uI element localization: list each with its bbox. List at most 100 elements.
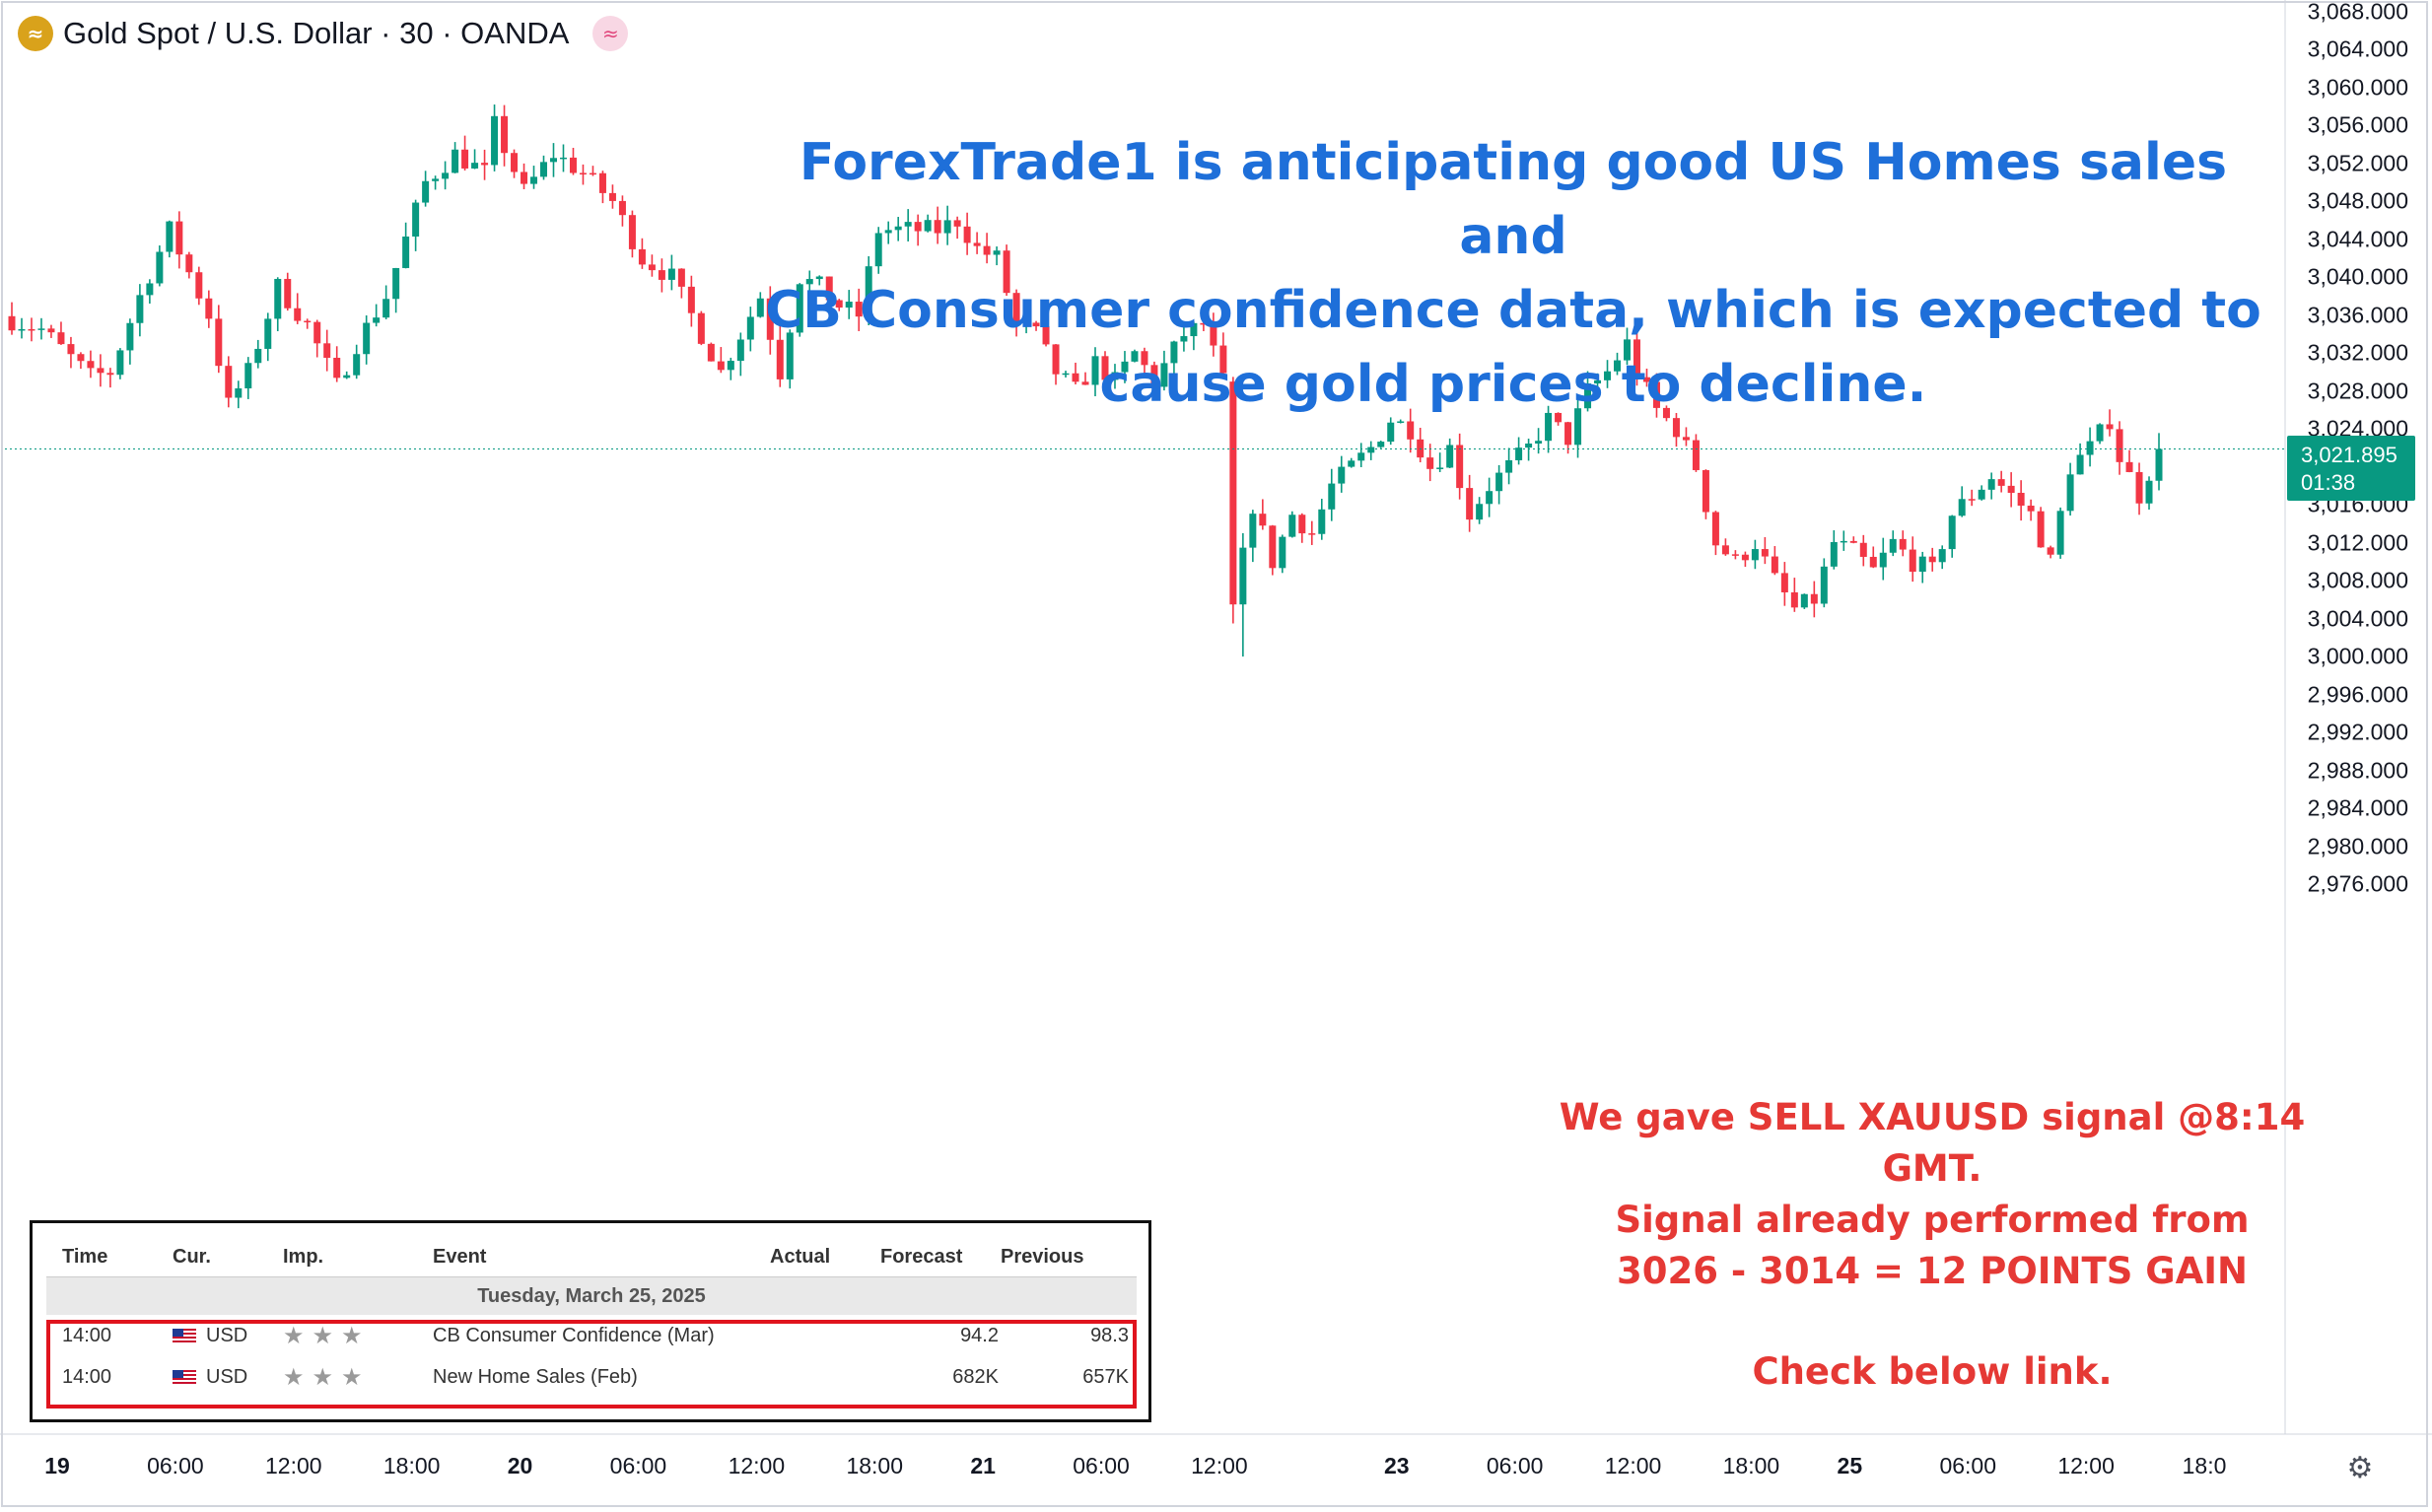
candle-body[interactable]: [1170, 341, 1178, 364]
candle-body[interactable]: [47, 328, 55, 333]
candle-body[interactable]: [1210, 324, 1217, 346]
candle-body[interactable]: [2116, 429, 2123, 462]
candle-body[interactable]: [707, 343, 715, 362]
candle-body[interactable]: [8, 315, 16, 331]
candle-body[interactable]: [1387, 422, 1395, 443]
candle-body[interactable]: [2135, 471, 2143, 504]
candle-body[interactable]: [1466, 488, 1474, 520]
candle-body[interactable]: [628, 215, 636, 249]
candle-body[interactable]: [166, 221, 174, 252]
candle-body[interactable]: [1800, 593, 1808, 608]
candle-body[interactable]: [914, 222, 922, 232]
candle-body[interactable]: [2037, 511, 2045, 548]
candle-body[interactable]: [185, 254, 193, 273]
candle-body[interactable]: [136, 295, 144, 323]
candle-body[interactable]: [1859, 542, 1867, 557]
candle-body[interactable]: [2096, 424, 2104, 442]
candle-body[interactable]: [1555, 412, 1563, 423]
candle-body[interactable]: [18, 328, 26, 331]
candle-body[interactable]: [471, 163, 479, 169]
candle-body[interactable]: [1436, 467, 1444, 469]
candle-body[interactable]: [1190, 322, 1198, 337]
candle-body[interactable]: [1741, 554, 1749, 561]
calendar-row[interactable]: 14:00 USD ★★★ New Home Sales (Feb) 682K …: [46, 1356, 1137, 1398]
candle-body[interactable]: [559, 157, 567, 160]
candle-body[interactable]: [648, 264, 656, 271]
candle-body[interactable]: [1131, 351, 1139, 362]
candle-body[interactable]: [1928, 556, 1936, 563]
candle-body[interactable]: [530, 176, 538, 184]
candle-body[interactable]: [1219, 345, 1227, 374]
candle-body[interactable]: [815, 276, 823, 280]
candle-body[interactable]: [805, 279, 813, 285]
candle-body[interactable]: [943, 220, 951, 234]
candle-body[interactable]: [1869, 556, 1877, 568]
candle-body[interactable]: [677, 268, 685, 287]
candle-body[interactable]: [461, 149, 469, 169]
candle-body[interactable]: [2007, 485, 2015, 493]
candle-body[interactable]: [1997, 479, 2005, 486]
candle-body[interactable]: [1505, 459, 1513, 473]
candle-body[interactable]: [2066, 474, 2074, 512]
symbol-title[interactable]: Gold Spot / U.S. Dollar · 30 · OANDA: [63, 16, 570, 50]
candle-body[interactable]: [1692, 440, 1700, 470]
candle-body[interactable]: [106, 373, 114, 376]
candle-body[interactable]: [1367, 447, 1375, 453]
candle-body[interactable]: [1249, 514, 1257, 548]
candle-body[interactable]: [333, 357, 341, 378]
candle-body[interactable]: [608, 192, 616, 201]
candle-body[interactable]: [1948, 515, 1956, 550]
candle-body[interactable]: [1397, 421, 1405, 423]
candle-body[interactable]: [1662, 407, 1670, 419]
candle-body[interactable]: [363, 322, 371, 355]
indicator-badge-icon[interactable]: ≈: [592, 16, 629, 51]
candle-body[interactable]: [1958, 499, 1966, 516]
candle-body[interactable]: [1918, 556, 1926, 573]
candle-body[interactable]: [746, 316, 754, 340]
candle-body[interactable]: [1525, 444, 1533, 448]
candle-body[interactable]: [618, 200, 626, 216]
candle-body[interactable]: [1840, 540, 1847, 543]
candle-body[interactable]: [1160, 363, 1168, 387]
candle-body[interactable]: [1003, 250, 1010, 294]
candle-body[interactable]: [2056, 511, 2064, 555]
candle-body[interactable]: [97, 368, 104, 374]
candle-body[interactable]: [1407, 421, 1415, 440]
candle-body[interactable]: [1328, 483, 1336, 510]
candle-body[interactable]: [1357, 452, 1365, 461]
candle-body[interactable]: [432, 178, 440, 181]
candle-body[interactable]: [934, 220, 941, 234]
candle-body[interactable]: [2086, 441, 2094, 455]
candle-body[interactable]: [1348, 460, 1355, 467]
candle-body[interactable]: [1200, 322, 1208, 325]
candle-body[interactable]: [77, 354, 85, 362]
candle-body[interactable]: [1978, 489, 1985, 500]
candle-body[interactable]: [1968, 499, 1976, 501]
candle-body[interactable]: [924, 220, 932, 232]
candle-body[interactable]: [1810, 593, 1818, 604]
candle-body[interactable]: [412, 202, 420, 237]
candle-body[interactable]: [1279, 536, 1286, 569]
candle-body[interactable]: [845, 302, 853, 309]
candle-body[interactable]: [264, 318, 272, 349]
candle-body[interactable]: [392, 267, 400, 300]
candle-body[interactable]: [1682, 437, 1690, 441]
candle-body[interactable]: [313, 321, 321, 344]
settings-gear-icon[interactable]: ⚙: [2346, 1450, 2374, 1485]
candle-body[interactable]: [1180, 336, 1188, 342]
candle-body[interactable]: [2145, 480, 2153, 504]
candle-body[interactable]: [57, 332, 65, 345]
candle-body[interactable]: [1702, 469, 1709, 513]
candle-body[interactable]: [1259, 514, 1267, 526]
candle-body[interactable]: [973, 242, 981, 246]
candle-body[interactable]: [37, 328, 45, 330]
candle-body[interactable]: [67, 344, 75, 355]
candle-body[interactable]: [481, 163, 489, 166]
candle-body[interactable]: [323, 343, 331, 358]
candle-body[interactable]: [1790, 591, 1798, 608]
candle-body[interactable]: [874, 233, 882, 267]
candle-body[interactable]: [343, 375, 351, 378]
candle-body[interactable]: [1938, 549, 1946, 563]
candle-body[interactable]: [953, 220, 961, 227]
